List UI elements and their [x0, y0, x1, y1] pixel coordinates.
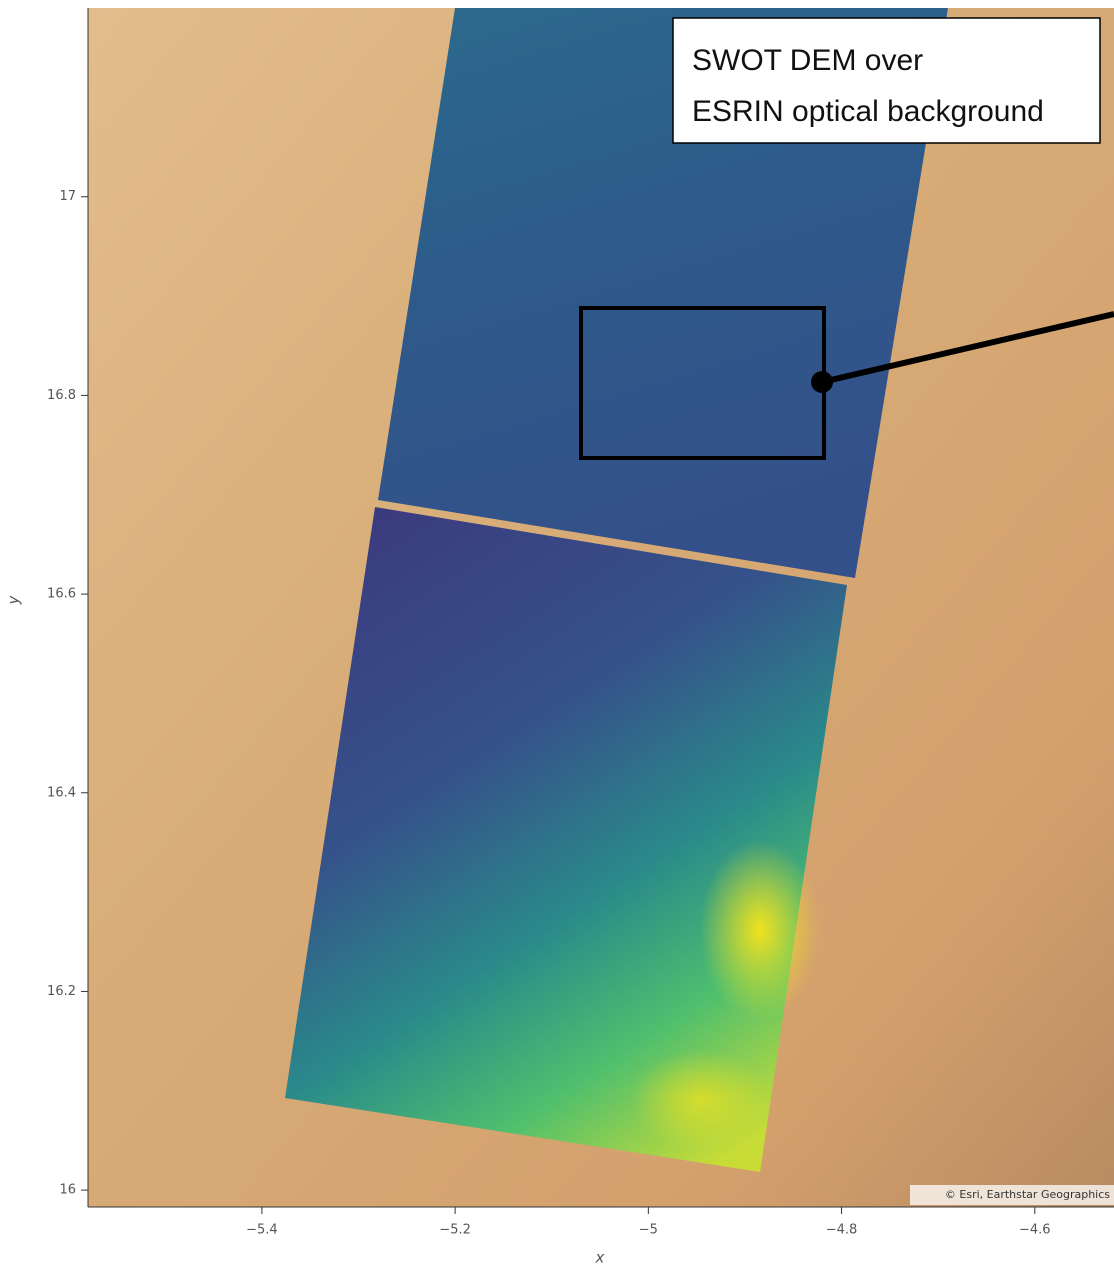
high-elevation	[630, 1050, 770, 1150]
plot-area: SWOT DEM over ESRIN optical background ©…	[88, 8, 1114, 1207]
x-tick-label: −4.6	[1019, 1223, 1051, 1238]
y-axis-label: y	[5, 594, 23, 605]
y-tick-label: 17	[59, 189, 76, 204]
y-tick-label: 16.8	[47, 388, 76, 403]
y-tick-label: 16.2	[47, 984, 76, 999]
y-tick-label: 16	[59, 1183, 76, 1198]
y-tick-label: 16.6	[47, 587, 76, 602]
callout-dot	[811, 371, 833, 393]
x-tick-label: −5	[639, 1223, 658, 1238]
x-tick-label: −4.8	[826, 1223, 858, 1238]
attribution: © Esri, Earthstar Geographics	[945, 1188, 1110, 1201]
x-tick-label: −5.2	[439, 1223, 471, 1238]
annotation-line: SWOT DEM over	[692, 44, 923, 77]
y-tick-label: 16.4	[47, 785, 76, 800]
swath-lower	[285, 507, 847, 1172]
x-axis-label: x	[595, 1249, 605, 1267]
x-tick-label: −5.4	[246, 1223, 278, 1238]
annotation-line: ESRIN optical background	[692, 95, 1044, 128]
map-chart: SWOT DEM over ESRIN optical background ©…	[0, 0, 1114, 1267]
high-elevation	[700, 840, 820, 1020]
